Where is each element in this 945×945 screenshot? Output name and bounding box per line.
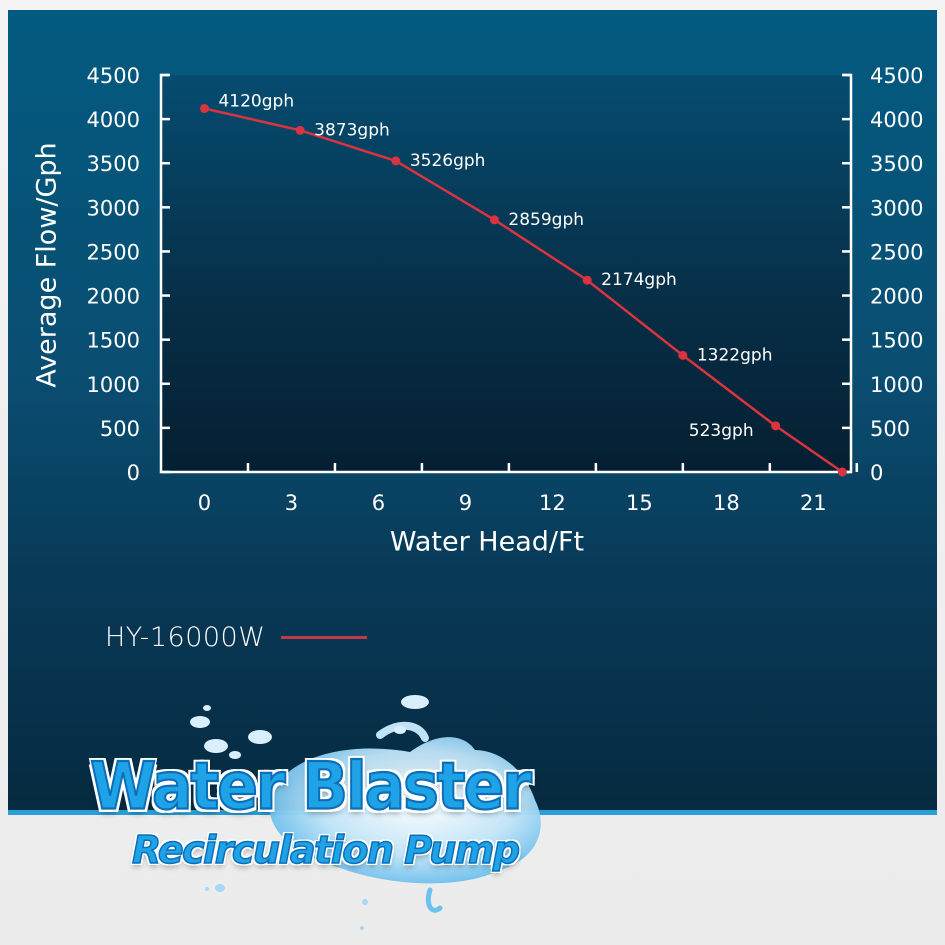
- y-tick-label-right: 2000: [870, 285, 923, 309]
- legend-line-swatch: [281, 636, 368, 639]
- y-tick-label-right: 0: [870, 461, 883, 485]
- data-point: [678, 350, 688, 360]
- data-point: [489, 215, 499, 225]
- data-point: [199, 104, 209, 114]
- y-tick-label-right: 3000: [870, 196, 923, 220]
- logo-title: Water Blaster: [89, 748, 533, 826]
- data-label: 4120gph: [218, 92, 294, 112]
- series-hy-16000w: 4120gph 3873gph 3526gph 2859gph 2174gph 1322g…: [199, 92, 847, 477]
- x-tick-label: 3: [285, 491, 298, 515]
- axes: 0 0 500 500 1000 1000 1500 1500 2000 2000 2500 2500…: [87, 64, 924, 515]
- x-tick-label: 18: [713, 491, 740, 515]
- data-label: 3873gph: [314, 120, 390, 140]
- data-label: 1322gph: [697, 345, 773, 365]
- y-tick-label-right: 3500: [870, 152, 923, 176]
- y-tick-label-left: 1000: [87, 373, 140, 397]
- x-axis-title: Water Head/Ft: [389, 526, 585, 558]
- y-tick-label-left: 3500: [87, 152, 140, 176]
- data-label: 2174gph: [601, 270, 677, 290]
- data-point: [582, 275, 592, 285]
- legend: HY-16000W: [105, 622, 368, 653]
- x-tick-label: 0: [198, 491, 211, 515]
- y-tick-label-left: 500: [100, 417, 140, 441]
- brand-logo: Water Blaster Recirculation Pump: [80, 690, 580, 930]
- water-splash-icon: [190, 695, 541, 930]
- logo-subtitle: Recirculation Pump: [131, 827, 521, 873]
- y-tick-label-left: 0: [127, 461, 140, 485]
- x-tick-label: 6: [372, 491, 385, 515]
- y-tick-label-left: 4000: [87, 108, 140, 132]
- y-tick-label-left: 2500: [87, 240, 140, 264]
- legend-label: HY-16000W: [105, 622, 266, 653]
- data-label: 2859gph: [508, 210, 584, 230]
- y-tick-label-right: 1500: [870, 329, 923, 353]
- plot-area: [161, 75, 851, 472]
- x-tick-label: 9: [459, 491, 472, 515]
- y-tick-label-left: 1500: [87, 329, 140, 353]
- y-tick-label-right: 4500: [870, 64, 923, 88]
- data-label: 523gph: [689, 421, 754, 441]
- x-tick-label: 12: [539, 491, 566, 515]
- data-point: [837, 467, 847, 477]
- y-tick-label-right: 1000: [870, 373, 923, 397]
- y-tick-label-left: 4500: [87, 64, 140, 88]
- y-tick-label-left: 3000: [87, 196, 140, 220]
- series-line: [204, 107, 844, 474]
- y-tick-label-right: 500: [870, 417, 910, 441]
- data-point: [295, 125, 305, 135]
- x-tick-label: 15: [626, 491, 653, 515]
- x-tick-label: 21: [800, 491, 827, 515]
- y-axis-title: Average Flow/Gph: [31, 142, 63, 388]
- y-tick-label-right: 4000: [870, 108, 923, 132]
- y-tick-label-left: 2000: [87, 285, 140, 309]
- data-point: [771, 421, 781, 431]
- y-tick-label-right: 2500: [870, 240, 923, 264]
- data-label: 3526gph: [410, 151, 486, 171]
- data-point: [391, 156, 401, 166]
